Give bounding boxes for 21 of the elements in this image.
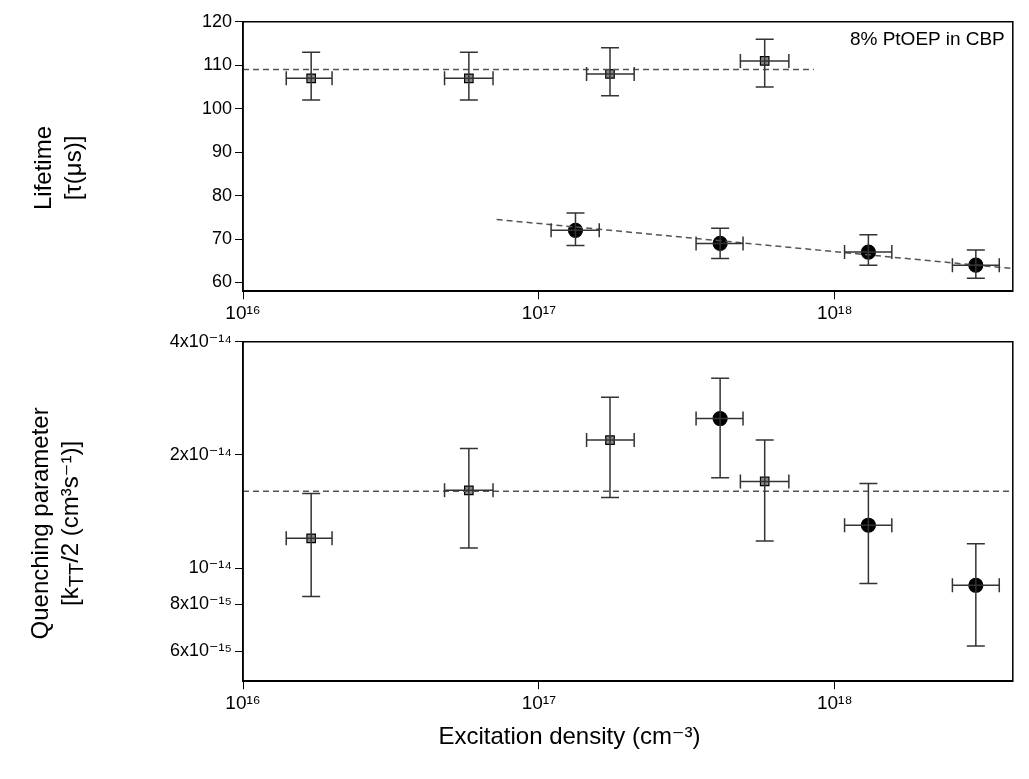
y-tick-label: 80 [211, 184, 232, 205]
y-tick-label: 60 [211, 271, 232, 292]
x-tick-label: 10¹⁷ [521, 691, 557, 713]
y-tick-label: 100 [201, 97, 232, 118]
y-tick-label: 120 [201, 10, 232, 31]
y-tick-label: 70 [211, 228, 232, 249]
x-tick-label: 10¹⁸ [816, 691, 853, 713]
y-tick-label: 8x10⁻¹⁵ [170, 593, 232, 614]
y-tick-label: 110 [203, 54, 232, 75]
y-tick-label: 10⁻¹⁴ [188, 557, 232, 578]
x-axis-title: Excitation density (cm⁻³) [437, 722, 702, 750]
y-axis-title: Lifetime [τ(μs)] [28, 125, 87, 211]
y-tick-label: 6x10⁻¹⁵ [170, 640, 232, 661]
x-tick-label: 10¹⁶ [225, 691, 261, 713]
y-tick-label: 90 [211, 141, 232, 162]
x-tick-label: 10¹⁸ [816, 301, 853, 323]
y-tick-label: 2x10⁻¹⁴ [169, 443, 232, 464]
x-tick-label: 10¹⁶ [225, 301, 261, 323]
y-tick-label: 4x10⁻¹⁴ [169, 330, 232, 351]
x-tick-label: 10¹⁷ [521, 301, 557, 323]
annotation: 8% PtOEP in CBP [849, 27, 1005, 49]
